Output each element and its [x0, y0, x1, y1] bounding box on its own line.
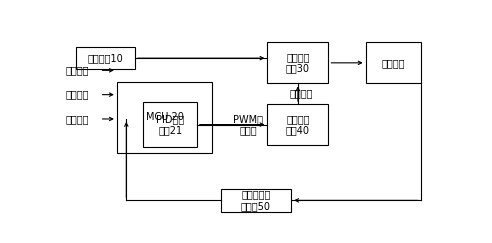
Text: 电源模块10: 电源模块10 — [88, 53, 123, 63]
Bar — [268, 104, 329, 145]
Text: 电容电压采
样模块50: 电容电压采 样模块50 — [241, 190, 271, 211]
Text: MCU 20: MCU 20 — [146, 112, 184, 122]
Bar — [117, 82, 212, 153]
Text: PID控制
模块21: PID控制 模块21 — [156, 114, 184, 135]
Bar — [221, 189, 291, 212]
Bar — [366, 42, 421, 83]
Text: 充电控制
模块30: 充电控制 模块30 — [286, 52, 310, 74]
Bar — [76, 47, 135, 69]
Text: 充电电压: 充电电压 — [65, 114, 89, 124]
Text: 输出电流: 输出电流 — [65, 90, 89, 100]
Text: 电压生成
模块40: 电压生成 模块40 — [286, 114, 310, 135]
Bar — [268, 42, 329, 83]
Text: 法拉电容: 法拉电容 — [381, 58, 405, 68]
Text: PWM电
流信号: PWM电 流信号 — [233, 114, 263, 135]
Text: 输出电压: 输出电压 — [65, 65, 89, 75]
Text: 电压信号: 电压信号 — [290, 88, 313, 98]
Bar — [144, 102, 197, 147]
